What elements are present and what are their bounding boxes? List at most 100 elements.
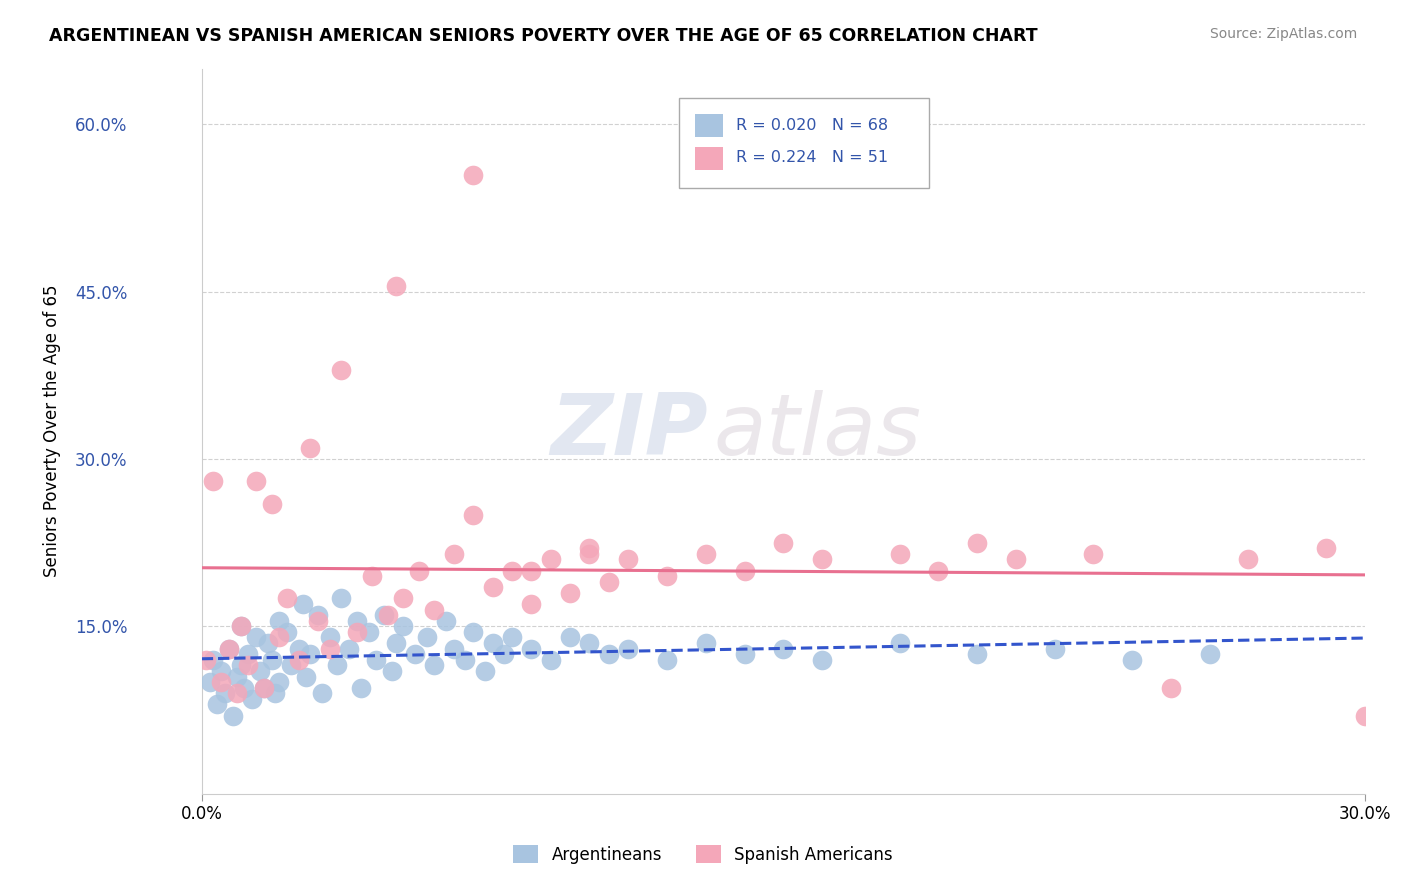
Point: [361, 569, 384, 583]
Point: [463, 168, 485, 182]
Point: [1121, 653, 1143, 667]
FancyBboxPatch shape: [695, 147, 723, 170]
Point: [245, 475, 267, 489]
Point: [207, 698, 229, 712]
Point: [269, 631, 291, 645]
Point: [366, 653, 388, 667]
Point: [408, 564, 430, 578]
Point: [811, 552, 834, 566]
Point: [481, 636, 503, 650]
Point: [927, 564, 949, 578]
Point: [326, 658, 349, 673]
Point: [330, 363, 353, 377]
Point: [617, 552, 640, 566]
Point: [966, 535, 988, 549]
Point: [225, 669, 247, 683]
Point: [474, 664, 496, 678]
Point: [346, 614, 368, 628]
Point: [423, 658, 446, 673]
Point: [454, 653, 477, 667]
Point: [240, 691, 263, 706]
Point: [404, 647, 426, 661]
Point: [337, 641, 360, 656]
Point: [415, 631, 437, 645]
Point: [222, 708, 245, 723]
Point: [617, 641, 640, 656]
Point: [229, 658, 252, 673]
Point: [540, 552, 562, 566]
Point: [392, 619, 415, 633]
Point: [291, 597, 314, 611]
Point: [253, 681, 276, 695]
Point: [734, 564, 756, 578]
Point: [214, 686, 236, 700]
Point: [423, 602, 446, 616]
FancyBboxPatch shape: [679, 97, 928, 188]
Point: [695, 547, 717, 561]
Point: [350, 681, 373, 695]
Point: [357, 624, 380, 639]
Point: [260, 497, 283, 511]
Point: [202, 475, 225, 489]
Point: [501, 564, 523, 578]
Point: [443, 547, 465, 561]
Point: [280, 658, 302, 673]
Point: [434, 614, 457, 628]
Point: [655, 653, 678, 667]
Point: [299, 647, 322, 661]
Point: [377, 608, 399, 623]
Y-axis label: Seniors Poverty Over the Age of 65: Seniors Poverty Over the Age of 65: [44, 285, 60, 577]
Point: [463, 624, 485, 639]
Point: [202, 653, 225, 667]
Point: [1315, 541, 1337, 556]
Point: [889, 547, 911, 561]
Point: [319, 631, 342, 645]
Point: [655, 569, 678, 583]
Point: [260, 653, 283, 667]
Point: [578, 636, 600, 650]
Point: [1237, 552, 1260, 566]
Point: [238, 658, 260, 673]
Point: [218, 641, 240, 656]
Point: [276, 591, 298, 606]
Point: [269, 675, 291, 690]
Point: [311, 686, 333, 700]
Point: [307, 608, 329, 623]
Point: [501, 631, 523, 645]
Point: [218, 641, 240, 656]
Point: [578, 541, 600, 556]
Point: [558, 586, 581, 600]
Point: [695, 636, 717, 650]
Point: [1160, 681, 1182, 695]
Point: [209, 675, 232, 690]
Point: [734, 647, 756, 661]
Point: [494, 647, 516, 661]
Point: [811, 653, 834, 667]
Point: [558, 631, 581, 645]
Point: [299, 441, 322, 455]
Point: [225, 686, 247, 700]
Point: [966, 647, 988, 661]
Point: [256, 636, 278, 650]
Point: [578, 547, 600, 561]
Point: [392, 591, 415, 606]
Point: [245, 631, 267, 645]
Point: [238, 647, 260, 661]
Point: [1043, 641, 1066, 656]
Point: [443, 641, 465, 656]
Point: [319, 641, 342, 656]
Text: atlas: atlas: [713, 390, 921, 473]
Text: ZIP: ZIP: [550, 390, 707, 473]
Point: [889, 636, 911, 650]
Text: R = 0.020   N = 68: R = 0.020 N = 68: [735, 118, 887, 133]
Point: [269, 614, 291, 628]
Point: [384, 636, 406, 650]
Point: [772, 641, 794, 656]
Point: [295, 669, 318, 683]
Point: [481, 580, 503, 594]
Point: [520, 641, 543, 656]
Point: [264, 686, 287, 700]
Point: [287, 641, 309, 656]
Point: [381, 664, 404, 678]
Point: [209, 664, 232, 678]
